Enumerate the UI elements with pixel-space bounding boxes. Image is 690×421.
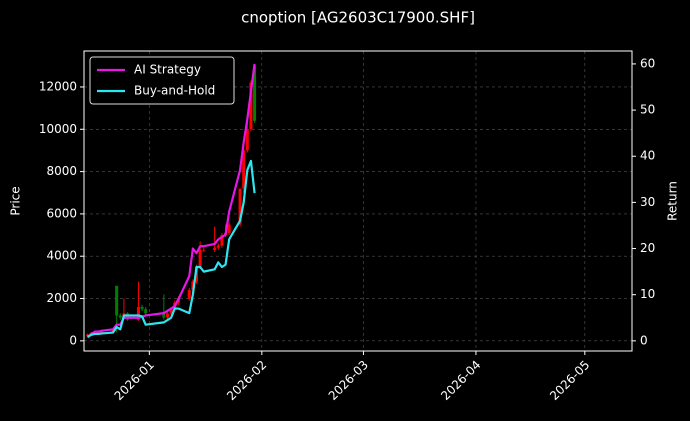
y-tick-label: 12000 — [39, 79, 77, 93]
candle-body — [198, 249, 202, 267]
candle-body — [216, 245, 220, 248]
candle-body — [140, 306, 144, 310]
candle-body — [213, 247, 217, 250]
y2-tick-label: 50 — [640, 103, 655, 117]
y2-tick-label: 20 — [640, 241, 655, 255]
y-tick-label: 4000 — [46, 249, 77, 263]
candle-body — [162, 313, 166, 318]
candle-body — [86, 334, 90, 337]
candle-body — [144, 309, 148, 314]
y2-tick-label: 30 — [640, 195, 655, 209]
chart-title: cnoption [AG2603C17900.SHF] — [241, 9, 475, 27]
candle-body — [220, 235, 224, 246]
y-tick-label: 10000 — [39, 122, 77, 136]
y-tick-label: 6000 — [46, 206, 77, 220]
y2-tick-label: 0 — [640, 333, 648, 347]
candle-body — [227, 224, 231, 233]
y2-axis-label: Return — [666, 181, 680, 221]
return-line — [86, 63, 256, 339]
candle-body — [253, 65, 257, 121]
candle-body — [249, 82, 253, 130]
candle-body — [245, 129, 249, 151]
candle-body — [136, 306, 140, 320]
y2-tick-label: 60 — [640, 56, 655, 70]
y-axis-label: Price — [9, 186, 23, 215]
candle-body — [169, 309, 173, 314]
y-tick-label: 2000 — [46, 291, 77, 305]
candle-body — [187, 290, 191, 299]
candle-body — [115, 285, 119, 316]
candle-body — [191, 281, 195, 291]
candle-body — [238, 188, 242, 225]
y-tick-label: 8000 — [46, 164, 77, 178]
y-tick-label: 0 — [69, 333, 77, 347]
candle-body — [165, 313, 169, 318]
legend-label: Buy-and-Hold — [134, 84, 215, 98]
candle-body — [202, 249, 206, 251]
candle-body — [242, 150, 246, 189]
legend-box — [89, 56, 235, 105]
y2-tick-label: 10 — [640, 287, 655, 301]
plot-frame — [83, 50, 633, 352]
y2-tick-label: 40 — [640, 149, 655, 163]
legend-label: AI Strategy — [134, 63, 201, 77]
return-line — [87, 159, 256, 338]
candle-body — [118, 315, 122, 318]
